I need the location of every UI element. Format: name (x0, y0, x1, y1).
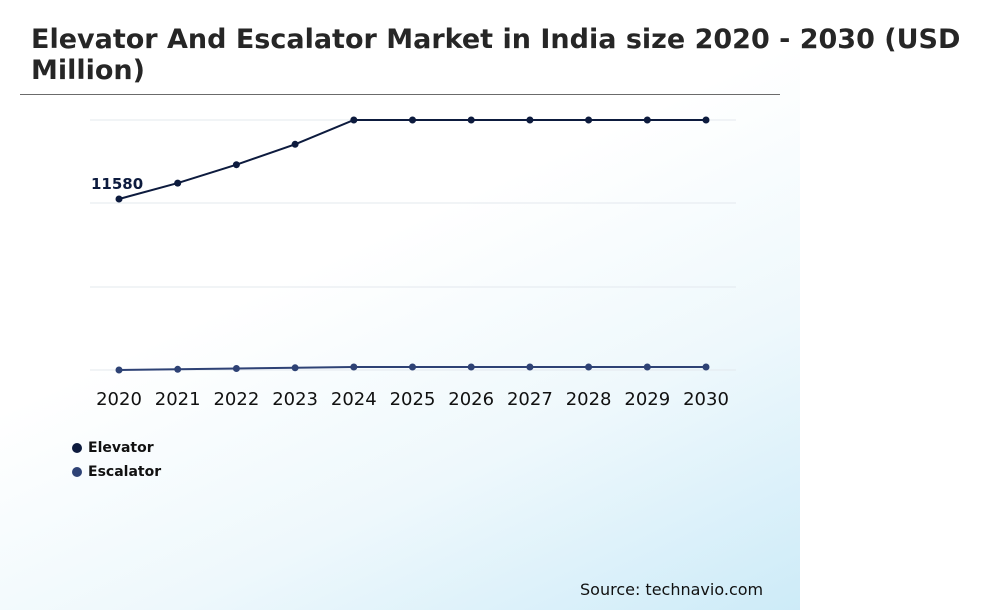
point-elevator-2028 (585, 116, 593, 124)
x-tick-label-2026: 2026 (448, 389, 494, 410)
title-divider (20, 94, 780, 95)
x-tick-label-2027: 2027 (507, 389, 553, 410)
legend-item-elevator[interactable]: Elevator (72, 436, 161, 460)
point-escalator-2024 (350, 363, 358, 371)
point-elevator-2020 (115, 195, 123, 203)
point-escalator-2023 (291, 364, 299, 372)
point-escalator-2022 (232, 365, 240, 372)
series-line-elevator (118, 119, 706, 200)
point-elevator-2023 (291, 140, 299, 148)
point-escalator-2030 (702, 363, 710, 371)
x-tick-label-2024: 2024 (331, 389, 377, 410)
legend-marker-elevator-icon (72, 443, 82, 453)
point-elevator-2022 (232, 161, 240, 169)
point-elevator-2021 (174, 179, 182, 187)
x-tick-label-2023: 2023 (272, 389, 318, 410)
data-label-elevator-2020: 11580 (91, 175, 143, 193)
point-escalator-2027 (526, 363, 534, 371)
x-tick-label-2028: 2028 (566, 389, 612, 410)
point-elevator-2025 (409, 116, 416, 124)
point-elevator-2029 (643, 116, 651, 124)
x-tick-label-2029: 2029 (624, 389, 670, 410)
source-credit: Source: technavio.com (580, 580, 764, 599)
legend-item-escalator[interactable]: Escalator (72, 460, 161, 484)
point-escalator-2029 (643, 363, 651, 371)
x-tick-label-2030: 2030 (683, 389, 729, 410)
point-escalator-2028 (585, 363, 593, 371)
point-elevator-2027 (526, 116, 534, 124)
x-tick-label-2022: 2022 (213, 389, 259, 410)
point-elevator-2024 (350, 116, 358, 124)
chart-title: Elevator And Escalator Market in India s… (31, 24, 961, 86)
point-elevator-2026 (467, 116, 475, 124)
point-escalator-2021 (174, 365, 182, 373)
x-tick-label-2021: 2021 (155, 389, 201, 410)
legend-marker-escalator-icon (72, 467, 82, 477)
legend-label-elevator: Elevator (88, 440, 154, 456)
background-panel (0, 0, 800, 610)
chart-legend: Elevator Escalator (72, 436, 161, 484)
x-tick-label-2020: 2020 (96, 389, 142, 410)
legend-label-escalator: Escalator (88, 464, 162, 480)
point-escalator-2020 (115, 366, 123, 374)
point-escalator-2025 (409, 363, 416, 371)
point-elevator-2030 (702, 116, 710, 124)
x-tick-label-2025: 2025 (390, 389, 436, 410)
point-escalator-2026 (467, 363, 475, 371)
